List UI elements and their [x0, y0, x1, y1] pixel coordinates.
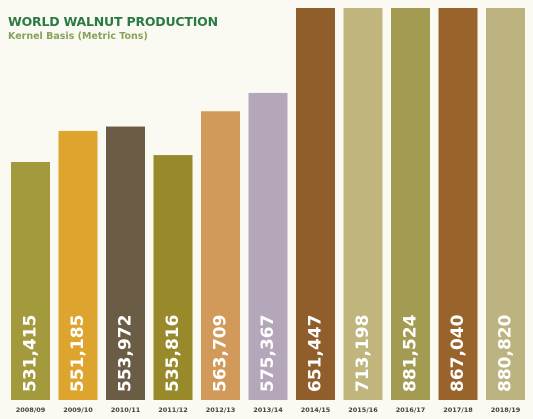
value-label: 563,709 — [211, 315, 231, 392]
bar-2016-17 — [391, 8, 430, 400]
value-label: 535,816 — [163, 315, 183, 392]
chart-subtitle: Kernel Basis (Metric Tons) — [8, 31, 148, 42]
x-tick-label: 2016/17 — [396, 406, 426, 414]
x-tick-label: 2009/10 — [63, 406, 93, 414]
bar-2014-15 — [296, 8, 335, 400]
x-tick-label: 2011/12 — [158, 406, 188, 414]
x-tick-labels-group: 2008/09 2009/10 2010/11 2011/12 2012/13 2013/… — [16, 406, 521, 414]
bar-2011-12 — [153, 155, 193, 400]
value-label: 651,447 — [306, 315, 326, 392]
value-labels-group: 531,415 551,185 553,972 535,816 563,709 575,3… — [21, 314, 516, 392]
chart-title: WORLD WALNUT PRODUCTION — [8, 14, 218, 29]
bar-2012-13 — [201, 111, 240, 401]
x-tick-label: 2014/15 — [301, 406, 331, 414]
value-label: 713,198 — [353, 315, 373, 392]
bar-2018-19 — [486, 8, 525, 400]
x-tick-label: 2012/13 — [206, 406, 236, 414]
x-tick-label: 2017/18 — [443, 406, 473, 414]
bar-2013-14 — [248, 92, 288, 400]
bar-2010-11 — [106, 126, 145, 400]
bar-2015-16 — [343, 8, 383, 400]
value-label: 575,367 — [258, 315, 278, 392]
value-label: 551,185 — [68, 315, 88, 392]
x-tick-label: 2008/09 — [16, 406, 46, 414]
x-tick-label: 2013/14 — [253, 406, 283, 414]
x-tick-label: 2015/16 — [348, 406, 378, 414]
value-label: 880,820 — [496, 314, 516, 392]
bars-group — [11, 8, 525, 401]
value-label: 553,972 — [116, 315, 136, 392]
value-label: 881,524 — [401, 314, 421, 392]
bar-2008-09 — [11, 162, 50, 400]
x-tick-label: 2018/19 — [491, 406, 521, 414]
value-label: 867,040 — [448, 314, 468, 392]
value-label: 531,415 — [21, 315, 41, 392]
x-tick-label: 2010/11 — [111, 406, 141, 414]
bar-2009-10 — [58, 130, 98, 400]
bar-2017-18 — [438, 8, 478, 400]
